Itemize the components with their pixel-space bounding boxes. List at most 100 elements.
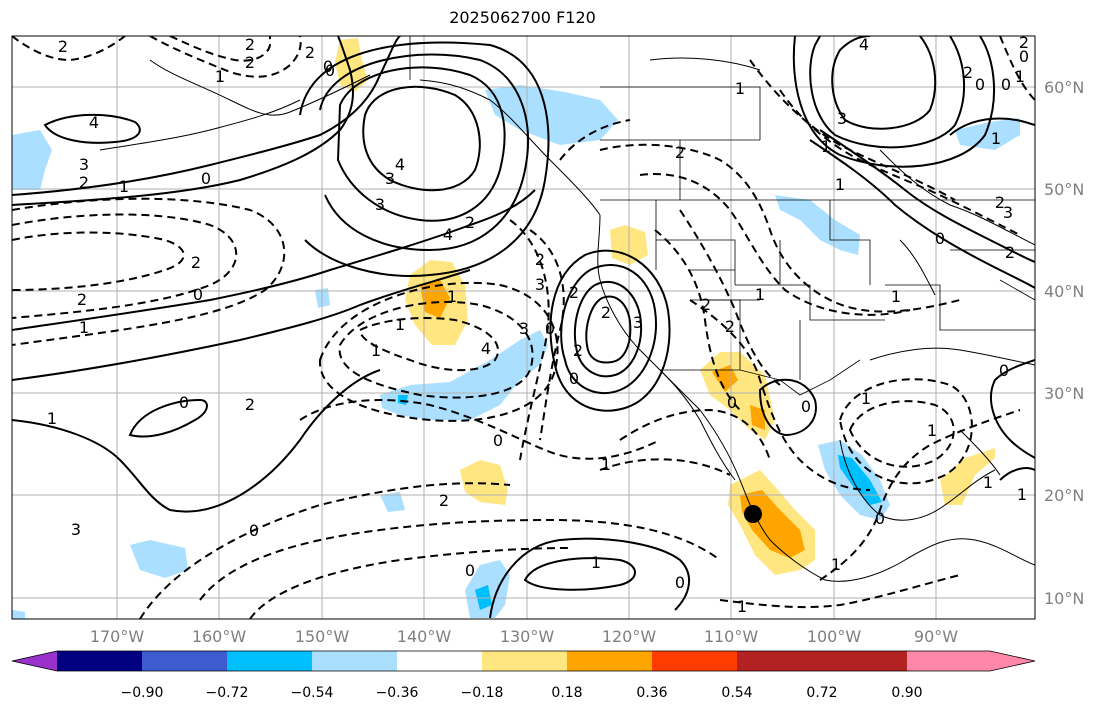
lon-label: 160°W [192,627,247,646]
contour-label: 2 [675,143,685,162]
contour-label: 1 [395,315,405,334]
contour-label: 1 [861,389,871,408]
colorbar-segment [227,651,312,671]
contour-label: 0 [875,509,885,528]
contour-label: 2 [245,395,255,414]
colorbar-tick: −0.18 [461,685,504,701]
contour-label: 3 [79,155,89,174]
contour-label: 0 [545,319,555,338]
contour-label: 1 [591,553,601,572]
contour-label: 3 [385,169,395,188]
lat-label: 20°N [1044,486,1084,505]
lon-label: 140°W [397,627,452,646]
contour-label: 2 [245,35,255,54]
map-frame [11,35,1036,620]
contour-label: 2 [535,250,545,269]
contour-label: 2 [79,173,89,192]
storm-center-marker [744,505,762,523]
borders [409,36,1035,396]
lon-label: 120°W [602,627,657,646]
lat-label: 10°N [1044,589,1084,608]
contour-label: 0 [179,393,189,412]
contour-label: 2 [701,295,711,314]
contour-label: 0 [975,75,985,94]
contour-label: 3 [633,313,643,332]
colorbar-segment [57,651,142,671]
coastlines [99,57,1035,582]
contour-label: 2 [191,253,201,272]
contour-label: 0 [999,361,1009,380]
contour-label: 2 [77,290,87,309]
contour-label: 1 [927,421,937,440]
contour-label: 1 [447,287,457,306]
colorbar-tick: 0.18 [551,685,582,701]
contour-label: 0 [569,369,579,388]
colorbar-tick: −0.36 [376,685,419,701]
contour-label: 2 [1005,243,1015,262]
contour-label: 4 [859,35,869,54]
contour-label: 2 [1019,33,1029,52]
lat-label: 50°N [1044,180,1084,199]
lon-label: 150°W [295,627,350,646]
colorbar-tick: 0.36 [636,685,667,701]
colorbar: −0.90 −0.72 −0.54 −0.36 −0.18 0.18 0.36 … [11,650,1036,701]
colorbar-tick: 0.90 [891,685,922,701]
contour-label: 1 [891,287,901,306]
contour-label: 1 [735,79,745,98]
contour-label: 0 [1019,47,1029,66]
contour-label: 1 [79,318,89,337]
colorbar-segment [652,651,737,671]
lon-label: 170°W [90,627,145,646]
contour-label: 1 [215,67,225,86]
contour-label: 0 [493,431,503,450]
contour-label: 3 [1003,203,1013,222]
contour-label: 1 [991,129,1001,148]
contour-label: 3 [519,319,529,338]
lat-label: 30°N [1044,384,1084,403]
contour-label: 2 [601,303,611,322]
contour-label: 4 [395,155,405,174]
contour-label: 0 [935,229,945,248]
colorbar-segment [737,651,822,671]
contour-label: 0 [325,61,335,80]
dashed-contours [12,36,1035,619]
contour-label: 2 [573,341,583,360]
colorbar-tick: −0.54 [291,685,334,701]
colorbar-tick: 0.72 [806,685,837,701]
map-background [12,36,1035,619]
lat-label: 60°N [1044,78,1084,97]
contour-label: 2 [245,53,255,72]
contour-label: 1 [47,409,57,428]
colorbar-segment [567,651,652,671]
contour-label: 1 [601,455,611,474]
contour-label: 2 [995,193,1005,212]
latitude-labels: 60°N 50°N 40°N 30°N 20°N 10°N [1044,78,1084,608]
contour-label: 3 [71,520,81,539]
colorbar-min-extension [12,651,57,671]
contour-label: 1 [1015,67,1025,86]
lat-label: 40°N [1044,282,1084,301]
contour-label: 2 [725,317,735,336]
contour-label: 1 [831,555,841,574]
contour-label: 1 [1017,485,1027,504]
contour-label: 1 [983,473,993,492]
contour-label: 0 [801,397,811,416]
colorbar-segment [397,651,482,671]
colorbar-tick: 0.54 [721,685,752,701]
contour-label: 1 [755,285,765,304]
lon-label: 100°W [807,627,862,646]
lon-label: 110°W [704,627,759,646]
contour-label: 1 [371,341,381,360]
contour-label: 3 [535,275,545,294]
contour-label: 1 [737,597,747,616]
contour-label: 1 [835,175,845,194]
contour-label: 2 [58,37,68,56]
contour-label: 0 [193,285,203,304]
colorbar-segment [142,651,227,671]
contour-label: 0 [675,573,685,592]
lon-label: 130°W [500,627,555,646]
contour-label: 0 [201,169,211,188]
colorbar-tick: −0.90 [121,685,164,701]
contour-label: 4 [443,225,453,244]
